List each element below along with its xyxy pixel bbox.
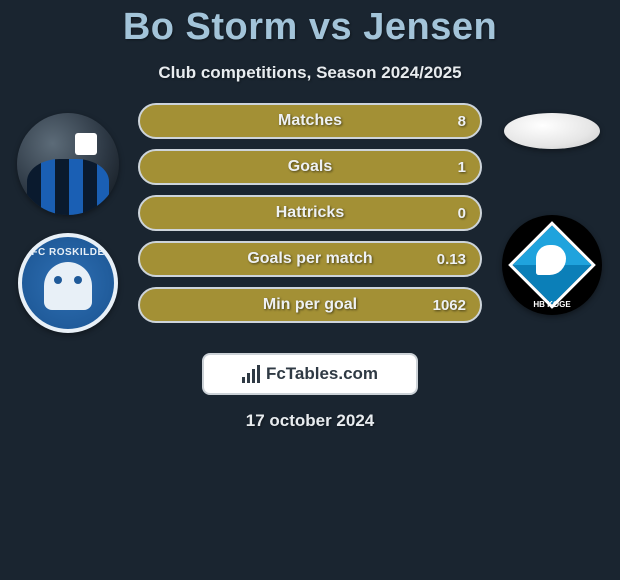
content-row: FC ROSKILDE Matches 8 Goals 1 Hattricks … [0,103,620,333]
stat-label: Goals per match [140,250,480,268]
eagle-icon [44,262,92,310]
player-photo-right [504,113,600,149]
brand-text: FcTables.com [266,364,378,384]
player-photo-left [17,113,119,215]
stat-label: Min per goal [140,296,480,314]
jersey-icon [27,159,109,215]
stat-value: 0 [458,205,466,222]
club-badge-left-text: FC ROSKILDE [22,247,114,258]
stats-column: Matches 8 Goals 1 Hattricks 0 Goals per … [128,103,492,323]
club-badge-right: HB KØGE [502,215,602,315]
stat-row-goals-per-match: Goals per match 0.13 [138,241,482,277]
subtitle: Club competitions, Season 2024/2025 [0,63,620,83]
stat-label: Hattricks [140,204,480,222]
stat-value: 0.13 [437,251,466,268]
date-text: 17 october 2024 [0,411,620,431]
page-title: Bo Storm vs Jensen [0,0,620,49]
club-badge-left: FC ROSKILDE [18,233,118,333]
stat-row-goals: Goals 1 [138,149,482,185]
stat-value: 1062 [433,297,466,314]
brand-badge: FcTables.com [202,353,418,395]
stat-row-min-per-goal: Min per goal 1062 [138,287,482,323]
club-badge-right-text: HB KØGE [502,300,602,309]
stat-label: Matches [140,112,480,130]
bar-chart-icon [242,365,260,383]
stat-row-matches: Matches 8 [138,103,482,139]
stat-row-hattricks: Hattricks 0 [138,195,482,231]
left-column: FC ROSKILDE [8,103,128,333]
stat-value: 1 [458,159,466,176]
stat-label: Goals [140,158,480,176]
stat-value: 8 [458,113,466,130]
jersey-logo-icon [75,133,97,155]
right-column: HB KØGE [492,103,612,315]
